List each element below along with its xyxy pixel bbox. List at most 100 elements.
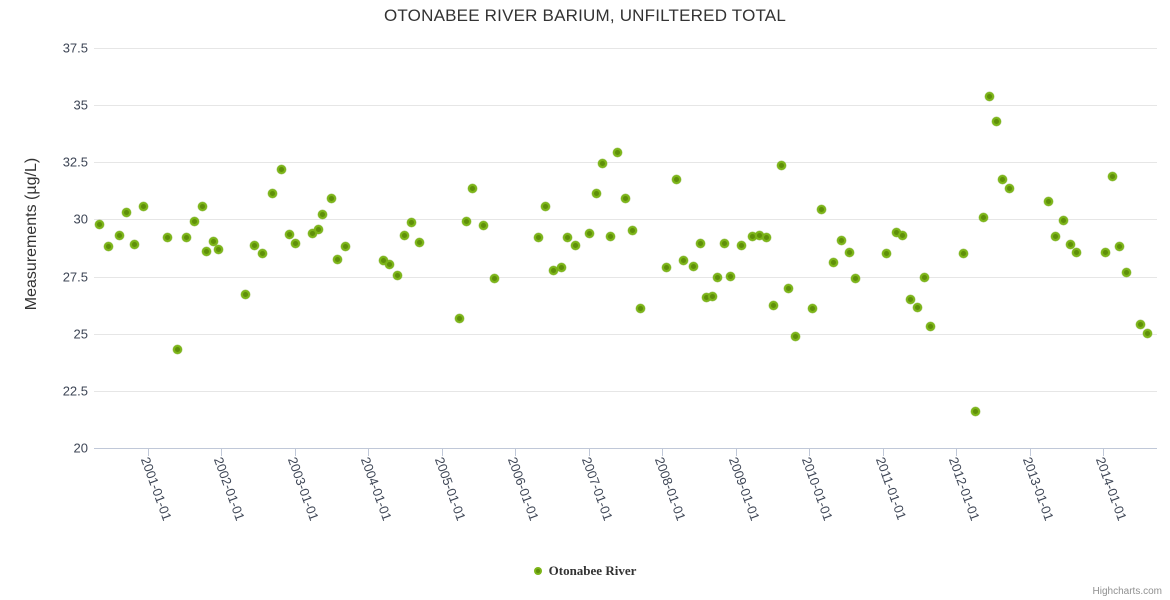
- scatter-point[interactable]: [584, 228, 594, 238]
- scatter-point[interactable]: [695, 238, 705, 248]
- scatter-point[interactable]: [761, 233, 771, 243]
- scatter-point[interactable]: [912, 302, 922, 312]
- scatter-point[interactable]: [905, 294, 915, 304]
- scatter-point[interactable]: [978, 212, 988, 222]
- scatter-point[interactable]: [754, 230, 764, 240]
- scatter-point[interactable]: [213, 244, 223, 254]
- scatter-point[interactable]: [540, 202, 550, 212]
- scatter-point[interactable]: [384, 259, 394, 269]
- scatter-point[interactable]: [1043, 196, 1053, 206]
- scatter-point[interactable]: [736, 241, 746, 251]
- scatter-point[interactable]: [467, 184, 477, 194]
- scatter-point[interactable]: [197, 202, 207, 212]
- scatter-point[interactable]: [181, 233, 191, 243]
- scatter-point[interactable]: [378, 256, 388, 266]
- scatter-point[interactable]: [284, 229, 294, 239]
- scatter-point[interactable]: [129, 240, 139, 250]
- scatter-point[interactable]: [392, 270, 402, 280]
- scatter-point[interactable]: [307, 228, 317, 238]
- scatter-point[interactable]: [597, 158, 607, 168]
- scatter-point[interactable]: [1050, 232, 1060, 242]
- scatter-point[interactable]: [121, 208, 131, 218]
- scatter-point[interactable]: [678, 256, 688, 266]
- scatter-point[interactable]: [461, 217, 471, 227]
- scatter-point[interactable]: [997, 174, 1007, 184]
- scatter-point[interactable]: [556, 262, 566, 272]
- scatter-point[interactable]: [340, 242, 350, 252]
- scatter-point[interactable]: [326, 194, 336, 204]
- scatter-point[interactable]: [489, 274, 499, 284]
- scatter-point[interactable]: [201, 246, 211, 256]
- scatter-point[interactable]: [1004, 184, 1014, 194]
- scatter-point[interactable]: [1142, 329, 1152, 339]
- legend-item-otonabee-river[interactable]: Otonabee River: [533, 563, 636, 579]
- scatter-point[interactable]: [138, 202, 148, 212]
- scatter-point[interactable]: [162, 233, 172, 243]
- scatter-point[interactable]: [267, 188, 277, 198]
- scatter-point[interactable]: [454, 314, 464, 324]
- scatter-point[interactable]: [844, 248, 854, 258]
- scatter-point[interactable]: [290, 238, 300, 248]
- scatter-point[interactable]: [768, 300, 778, 310]
- scatter-point[interactable]: [828, 258, 838, 268]
- scatter-point[interactable]: [897, 230, 907, 240]
- scatter-point[interactable]: [688, 261, 698, 271]
- scatter-point[interactable]: [189, 217, 199, 227]
- scatter-point[interactable]: [1114, 242, 1124, 252]
- scatter-point[interactable]: [276, 164, 286, 174]
- scatter-point[interactable]: [399, 230, 409, 240]
- scatter-point[interactable]: [776, 161, 786, 171]
- scatter-point[interactable]: [991, 116, 1001, 126]
- scatter-point[interactable]: [94, 219, 104, 229]
- scatter-point[interactable]: [701, 292, 711, 302]
- scatter-point[interactable]: [712, 273, 722, 283]
- scatter-point[interactable]: [332, 254, 342, 264]
- scatter-point[interactable]: [891, 227, 901, 237]
- scatter-point[interactable]: [719, 238, 729, 248]
- scatter-point[interactable]: [114, 230, 124, 240]
- scatter-point[interactable]: [605, 232, 615, 242]
- scatter-point[interactable]: [172, 345, 182, 355]
- scatter-point[interactable]: [612, 147, 622, 157]
- scatter-point[interactable]: [807, 304, 817, 314]
- scatter-point[interactable]: [958, 249, 968, 259]
- scatter-point[interactable]: [591, 188, 601, 198]
- scatter-point[interactable]: [406, 218, 416, 228]
- scatter-point[interactable]: [970, 406, 980, 416]
- scatter-point[interactable]: [103, 242, 113, 252]
- scatter-point[interactable]: [249, 241, 259, 251]
- scatter-point[interactable]: [570, 241, 580, 251]
- scatter-point[interactable]: [1100, 248, 1110, 258]
- scatter-point[interactable]: [1121, 267, 1131, 277]
- scatter-point[interactable]: [707, 291, 717, 301]
- scatter-point[interactable]: [548, 266, 558, 276]
- scatter-point[interactable]: [620, 194, 630, 204]
- scatter-point[interactable]: [790, 331, 800, 341]
- scatter-point[interactable]: [747, 232, 757, 242]
- scatter-point[interactable]: [627, 226, 637, 236]
- scatter-point[interactable]: [881, 249, 891, 259]
- scatter-point[interactable]: [925, 322, 935, 332]
- scatter-point[interactable]: [208, 236, 218, 246]
- scatter-point[interactable]: [240, 290, 250, 300]
- scatter-point[interactable]: [1065, 240, 1075, 250]
- scatter-point[interactable]: [919, 273, 929, 283]
- scatter-point[interactable]: [414, 237, 424, 247]
- scatter-point[interactable]: [533, 233, 543, 243]
- scatter-point[interactable]: [317, 210, 327, 220]
- scatter-point[interactable]: [1058, 216, 1068, 226]
- scatter-point[interactable]: [478, 220, 488, 230]
- scatter-point[interactable]: [984, 91, 994, 101]
- scatter-point[interactable]: [783, 283, 793, 293]
- scatter-point[interactable]: [257, 249, 267, 259]
- scatter-point[interactable]: [1135, 320, 1145, 330]
- scatter-point[interactable]: [562, 233, 572, 243]
- scatter-point[interactable]: [836, 235, 846, 245]
- scatter-point[interactable]: [1071, 248, 1081, 258]
- scatter-point[interactable]: [635, 304, 645, 314]
- scatter-point[interactable]: [313, 225, 323, 235]
- scatter-point[interactable]: [850, 274, 860, 284]
- scatter-point[interactable]: [816, 204, 826, 214]
- scatter-point[interactable]: [661, 262, 671, 272]
- scatter-point[interactable]: [671, 174, 681, 184]
